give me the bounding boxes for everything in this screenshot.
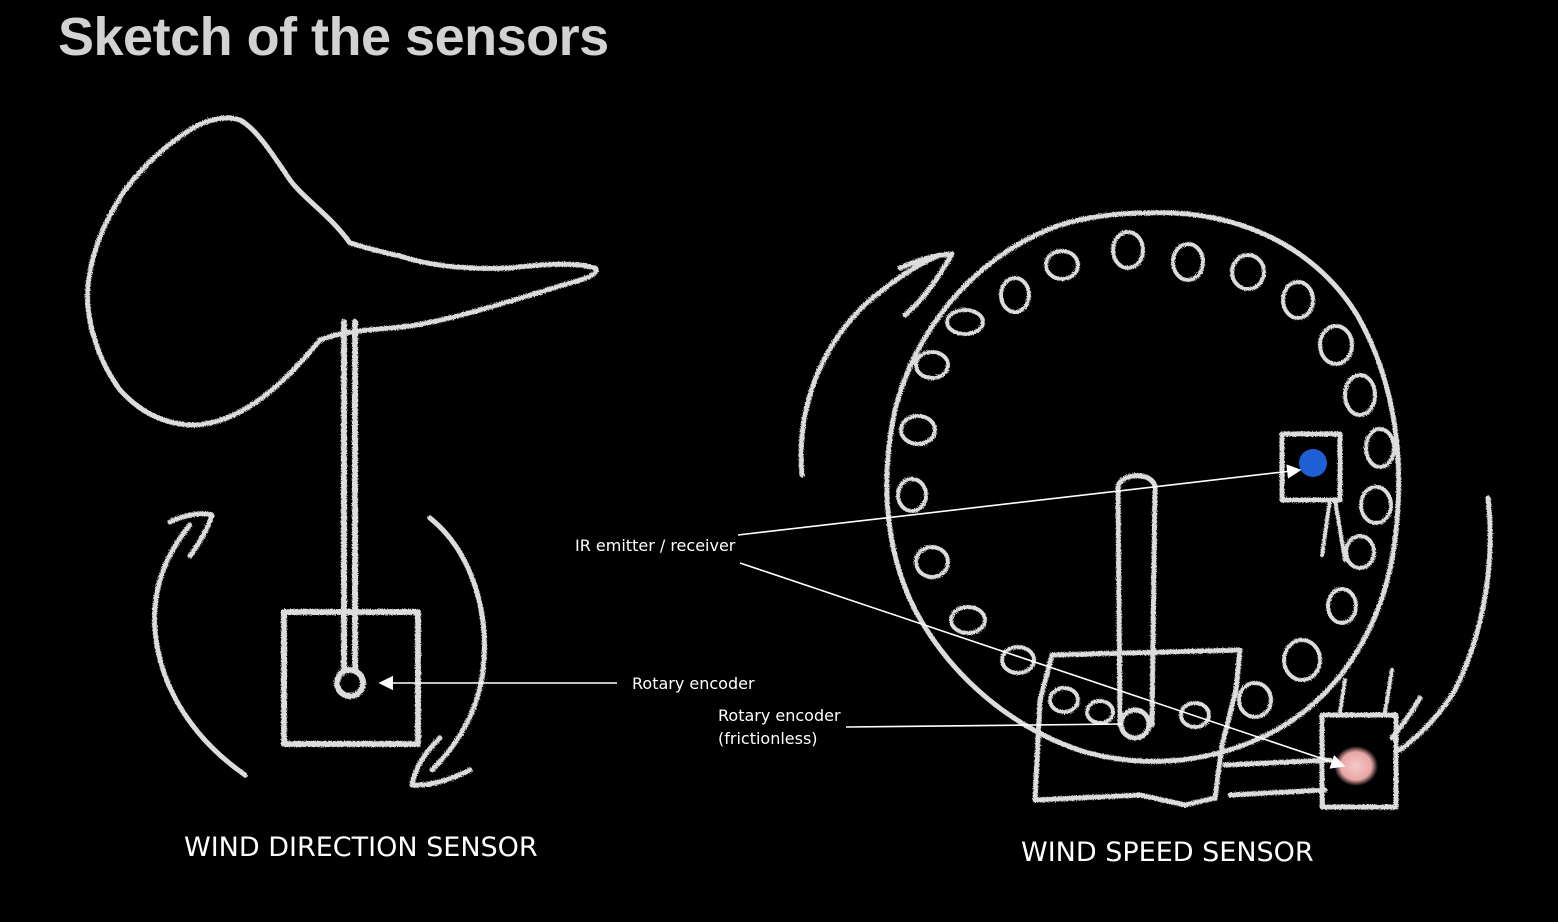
wind-speed-sensor [798,210,1493,810]
encoder-box [281,609,421,747]
speed-rotation-arrow [798,252,943,478]
wind-vane [85,115,599,428]
ir-pointer-top [737,464,1302,536]
encoder-circle [334,667,366,699]
rotary-encoder-label: Rotary encoder [632,674,755,693]
wheel-holes [896,230,1396,729]
frictionless-encoder-pointer [845,723,1123,728]
frictionless-encoder-label-line1: Rotary encoder [718,706,841,725]
wind-direction-sensor [85,115,599,788]
slide-title: Sketch of the sensors [58,7,609,67]
ir-emitter-receiver-label: IR emitter / receiver [575,536,736,555]
ir-receiver-light [1334,746,1378,786]
frictionless-encoder-label-line2: (frictionless) [718,729,818,748]
rotation-arrow-right [427,515,487,773]
ir-pointer-bottom [739,562,1346,769]
rotation-arrow-left [152,522,248,778]
ir-receiver-box [1319,712,1399,810]
ir-emitter-box [1279,431,1343,503]
axle-encoder [1118,707,1152,741]
wind-speed-caption: WIND SPEED SENSOR [1021,837,1314,868]
wind-direction-caption: WIND DIRECTION SENSOR [184,832,538,863]
axle-arm [1115,473,1158,728]
slotted-wheel [884,210,1402,764]
speed-base-box [1032,647,1243,808]
ir-emitter-light [1299,449,1327,477]
